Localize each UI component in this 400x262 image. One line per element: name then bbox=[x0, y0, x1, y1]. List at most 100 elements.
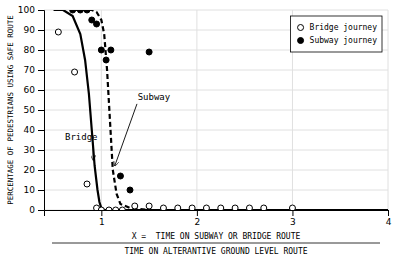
y-tick-mark bbox=[38, 10, 44, 11]
x-axis-line bbox=[45, 211, 389, 217]
x-tick-mark bbox=[101, 210, 102, 216]
point bbox=[84, 10, 90, 13]
point bbox=[261, 205, 267, 210]
point bbox=[146, 49, 152, 55]
series-line bbox=[54, 10, 388, 210]
y-tick: 90 bbox=[24, 25, 44, 35]
annotation: Subway bbox=[138, 92, 171, 102]
legend: Bridge journey Subway journey bbox=[291, 16, 382, 52]
plot-area bbox=[54, 10, 388, 210]
y-tick-label: 80 bbox=[24, 45, 36, 55]
point bbox=[55, 29, 61, 35]
x-axis-title-denominator: TIME ON ALTERANTIVE GROUND LEVEL ROUTE bbox=[124, 247, 307, 256]
x-tick-label: 4 bbox=[386, 217, 392, 227]
y-tick-mark bbox=[38, 170, 44, 171]
y-tick-label: 0 bbox=[29, 205, 35, 215]
chart: 12340102030405060708090100BridgeSubwayBr… bbox=[0, 0, 400, 262]
y-tick-mark bbox=[38, 90, 44, 91]
point bbox=[119, 207, 125, 210]
legend-label: Bridge journey bbox=[310, 23, 378, 32]
y-axis-line bbox=[38, 11, 45, 211]
point bbox=[246, 205, 252, 210]
y-tick-mark bbox=[38, 210, 44, 211]
y-tick: 0 bbox=[29, 205, 44, 215]
point bbox=[127, 187, 133, 193]
point bbox=[218, 205, 224, 210]
y-tick-label: 30 bbox=[24, 145, 36, 155]
y-tick-label: 100 bbox=[18, 5, 35, 15]
x-tick-label: 1 bbox=[99, 217, 105, 227]
point bbox=[84, 181, 90, 187]
grid-line-y bbox=[44, 10, 388, 11]
y-tick: 80 bbox=[24, 45, 44, 55]
y-tick-mark bbox=[38, 130, 44, 131]
annotation-arrow bbox=[115, 104, 137, 166]
point bbox=[77, 10, 83, 13]
y-tick: 20 bbox=[24, 165, 44, 175]
grid-line-y bbox=[44, 70, 388, 71]
y-axis-title: PERCENTAGE OF PEDESTRIANS USING SAFE ROU… bbox=[6, 15, 15, 205]
y-tick-mark bbox=[38, 190, 44, 191]
y-tick-mark bbox=[38, 50, 44, 51]
point bbox=[72, 69, 78, 75]
fraction-bar bbox=[52, 243, 380, 244]
y-tick: 50 bbox=[24, 105, 44, 115]
y-tick-mark bbox=[38, 30, 44, 31]
point bbox=[108, 47, 114, 53]
series-line bbox=[73, 10, 197, 210]
legend-frame bbox=[291, 16, 382, 52]
grid-line-y bbox=[44, 130, 388, 131]
point bbox=[189, 205, 195, 210]
x-tick-mark bbox=[292, 210, 293, 216]
point bbox=[70, 10, 76, 13]
point bbox=[175, 205, 181, 210]
x-tick-mark bbox=[388, 210, 389, 216]
annotation: Bridge bbox=[65, 132, 98, 142]
point bbox=[98, 47, 104, 53]
point bbox=[94, 21, 100, 27]
point bbox=[232, 205, 238, 210]
y-tick: 70 bbox=[24, 65, 44, 75]
x-axis-title-numerator: X = TIME ON SUBWAY OR BRIDGE ROUTE bbox=[132, 232, 301, 241]
x-tick: 1 bbox=[99, 210, 105, 227]
y-tick: 100 bbox=[18, 5, 44, 15]
grid bbox=[44, 10, 388, 210]
x-tick: 3 bbox=[290, 210, 296, 227]
x-tick-label: 3 bbox=[290, 217, 296, 227]
series-points bbox=[55, 29, 295, 210]
y-tick-label: 20 bbox=[24, 165, 36, 175]
x-tick: 4 bbox=[386, 210, 392, 227]
point bbox=[117, 173, 123, 179]
y-tick-mark bbox=[38, 150, 44, 151]
annotation-arrow bbox=[93, 144, 94, 160]
y-tick: 60 bbox=[24, 85, 44, 95]
point bbox=[103, 57, 109, 63]
y-tick-label: 60 bbox=[24, 85, 36, 95]
y-axis: 0 10 20 30 40 50 60 70 80 90 100 bbox=[18, 5, 45, 215]
point bbox=[113, 207, 119, 210]
y-tick: 40 bbox=[24, 125, 44, 135]
y-tick-label: 40 bbox=[24, 125, 36, 135]
x-tick-label: 2 bbox=[195, 217, 201, 227]
point bbox=[132, 203, 138, 209]
y-tick-mark bbox=[38, 70, 44, 71]
grid-line-y bbox=[44, 110, 388, 111]
grid-line-y bbox=[44, 150, 388, 151]
y-tick-label: 10 bbox=[24, 185, 36, 195]
grid-line-y bbox=[44, 190, 388, 191]
point bbox=[203, 205, 209, 210]
y-tick-label: 50 bbox=[24, 105, 36, 115]
legend-marker bbox=[298, 38, 304, 44]
y-tick-mark bbox=[38, 110, 44, 111]
grid-line-y bbox=[44, 90, 388, 91]
x-tick: 2 bbox=[195, 210, 201, 227]
point bbox=[160, 205, 166, 210]
y-tick-label: 70 bbox=[24, 65, 36, 75]
y-tick-label: 90 bbox=[24, 25, 36, 35]
point bbox=[289, 205, 295, 210]
legend-label: Subway journey bbox=[310, 36, 378, 45]
y-tick: 30 bbox=[24, 145, 44, 155]
point bbox=[146, 203, 152, 209]
y-tick: 10 bbox=[24, 185, 44, 195]
point bbox=[106, 207, 112, 210]
